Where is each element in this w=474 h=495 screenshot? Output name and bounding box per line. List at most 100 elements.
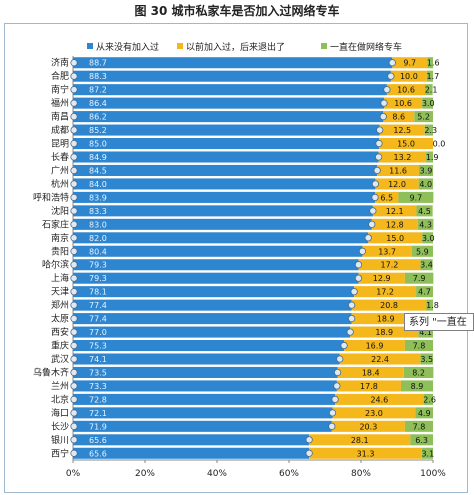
x-tick-label: 0%	[66, 469, 81, 479]
bar-2	[332, 407, 416, 419]
data-label-2: 31.3	[357, 449, 375, 458]
selection-handle	[70, 395, 78, 403]
bar-1	[73, 218, 372, 230]
bar-2	[358, 272, 405, 284]
selection-handle	[70, 301, 78, 309]
data-label-3: 3.0	[422, 99, 435, 108]
selection-handle	[331, 395, 339, 403]
data-label-3: 8.2	[412, 368, 425, 377]
bar-3	[424, 124, 433, 136]
bar-3	[418, 164, 433, 176]
bar-3	[426, 299, 433, 311]
bar-2	[350, 326, 419, 338]
bar-1	[73, 84, 387, 96]
bar-2	[362, 245, 412, 257]
selection-handle	[348, 301, 356, 309]
selection-handle	[70, 153, 78, 161]
data-label-2: 12.5	[393, 126, 411, 135]
bar-3	[420, 259, 433, 271]
data-label-3: 7.8	[413, 342, 426, 351]
selection-handle	[379, 113, 387, 121]
data-label-3: 8.9	[411, 382, 424, 391]
category-label: 南昌	[51, 111, 69, 123]
selection-handle	[375, 153, 383, 161]
selection-handle	[70, 139, 78, 148]
data-label-1: 87.2	[89, 86, 107, 95]
selection-handle	[348, 314, 356, 323]
legend-swatch-2	[177, 43, 183, 49]
bar-2	[309, 434, 411, 446]
bar-3	[423, 393, 433, 405]
selection-handle	[70, 355, 78, 363]
category-label: 太原	[51, 313, 69, 325]
data-label-2: 18.9	[377, 315, 395, 324]
data-label-1: 75.3	[89, 342, 107, 351]
bar-2	[339, 353, 421, 365]
category-label: 天津	[51, 287, 69, 298]
data-label-3: 9.7	[410, 193, 423, 202]
data-label-2: 20.8	[380, 301, 398, 310]
chart-frame[interactable]: 0% 20% 40% 60% 80% 100% 从来没有加入过 以前加入过，后来退出了 一直在做…	[4, 23, 468, 493]
bar-3	[416, 286, 433, 298]
data-label-2: 12.9	[373, 274, 391, 283]
category-label: 上海	[51, 272, 69, 284]
selection-handle	[70, 113, 78, 121]
data-label-3: 1.9	[426, 153, 439, 162]
bar-1	[73, 232, 369, 244]
selection-handle	[354, 274, 363, 282]
selection-handle	[70, 193, 78, 201]
data-label-3: 5.9	[416, 247, 429, 256]
bar-2	[392, 57, 428, 69]
data-label-1: 84.0	[89, 180, 107, 189]
bar-1	[73, 366, 338, 378]
legend-label-1: 从来没有加入过	[96, 41, 159, 53]
bar-1	[73, 380, 337, 392]
category-label: 南京	[51, 232, 69, 244]
selection-handle	[388, 59, 396, 67]
data-label-3: 4.3	[419, 220, 432, 229]
bar-1	[73, 138, 379, 150]
data-label-3: 4.9	[418, 409, 431, 418]
data-label-2: 13.2	[393, 153, 411, 162]
bar-2	[351, 299, 427, 311]
bar-2	[384, 97, 423, 109]
data-label-3: 3.9	[420, 166, 433, 175]
bar-3	[398, 191, 434, 203]
bar-2	[344, 340, 405, 352]
stacked-bar-chart: 0% 20% 40% 60% 80% 100% 从来没有加入过 以前加入过，后来退出了 一直在做…	[33, 41, 446, 479]
bar-2	[371, 218, 418, 230]
data-label-3: 1.7	[427, 72, 440, 81]
data-label-3: 1.6	[427, 59, 440, 68]
selection-handle	[70, 234, 78, 242]
bar-2	[368, 232, 423, 244]
selection-handle	[376, 126, 384, 134]
bar-2	[351, 313, 420, 325]
selection-handle	[387, 72, 395, 80]
category-label: 昆明	[51, 139, 69, 150]
selection-handle	[336, 355, 344, 363]
data-label-3: 4.0	[419, 180, 432, 189]
data-label-1: 77.4	[89, 315, 107, 324]
bar-1	[73, 57, 393, 69]
chart-title: 图 30 城市私家车是否加入过网络专车	[134, 4, 340, 18]
data-label-1: 88.7	[89, 59, 107, 68]
data-label-3: 3.5	[420, 355, 433, 364]
data-label-1: 74.1	[89, 355, 107, 364]
series-tooltip: 系列 "一直在	[404, 313, 474, 331]
data-label-2: 23.0	[365, 409, 383, 418]
data-label-2: 12.1	[386, 207, 404, 216]
selection-handle	[383, 86, 391, 94]
bar-1	[73, 272, 359, 284]
selection-handle	[369, 207, 377, 215]
data-label-3: 7.8	[413, 422, 426, 431]
category-label: 石家庄	[42, 218, 69, 230]
bar-2	[375, 191, 399, 203]
data-label-1: 83.0	[89, 220, 107, 229]
data-label-2: 9.7	[403, 59, 416, 68]
data-label-2: 15.0	[386, 234, 404, 243]
data-label-1: 88.3	[89, 72, 107, 81]
data-label-2: 17.8	[360, 382, 378, 391]
selection-handle	[350, 288, 358, 296]
selection-handle	[70, 288, 78, 296]
selection-handle	[371, 180, 379, 188]
